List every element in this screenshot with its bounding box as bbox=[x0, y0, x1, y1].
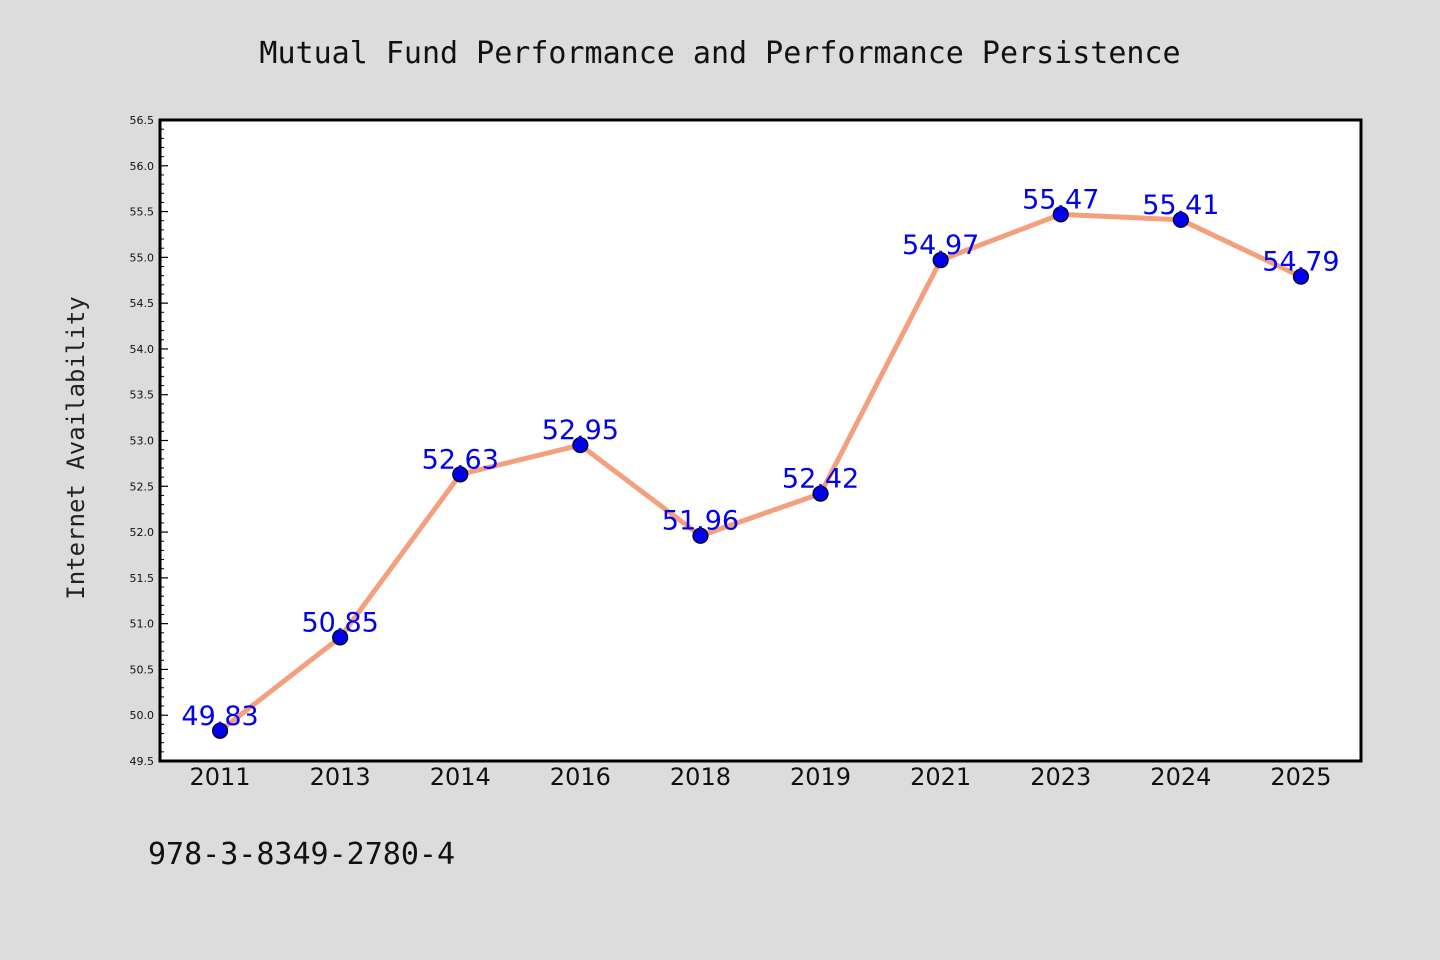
y-tick-label: 51.0 bbox=[130, 618, 155, 631]
data-label: 52.42 bbox=[782, 464, 859, 495]
x-tick-label: 2021 bbox=[910, 763, 971, 791]
data-label: 54.97 bbox=[902, 230, 979, 261]
data-point-marker bbox=[572, 436, 589, 454]
y-tick-label: 51.5 bbox=[130, 572, 155, 585]
data-label: 52.63 bbox=[422, 444, 499, 475]
x-tick-label: 2025 bbox=[1270, 763, 1331, 791]
data-label: 50.85 bbox=[302, 607, 379, 638]
x-axis-tick-labels: 2011 2013 2014 2016 2018 2019 2021 2023 2024 2025 bbox=[190, 763, 1332, 791]
data-label: 51.96 bbox=[662, 506, 739, 537]
x-tick-label: 2018 bbox=[670, 763, 731, 791]
series-line bbox=[217, 211, 1304, 734]
series-layer: 49.83 50.85 52.63 52.95 51.96 52.42 54.97 55.47… bbox=[181, 184, 1340, 739]
y-axis-ticks: 49.5 50.0 50.5 51.0 51.5 52.0 52.5 53.0 53.5 54.0… bbox=[130, 114, 168, 768]
data-label: 49.83 bbox=[181, 701, 258, 732]
x-tick-label: 2011 bbox=[190, 763, 251, 791]
y-tick-label: 53.5 bbox=[130, 389, 155, 402]
data-point-marker bbox=[211, 722, 229, 739]
y-tick-label: 56.5 bbox=[130, 114, 155, 127]
x-tick-label: 2014 bbox=[430, 763, 491, 791]
chart-title: Mutual Fund Performance and Performance … bbox=[259, 36, 1180, 71]
data-label: 55.47 bbox=[1022, 184, 1099, 215]
x-tick-label: 2019 bbox=[790, 763, 851, 791]
footer-isbn: 978-3-8349-2780-4 bbox=[148, 837, 455, 872]
y-tick-label: 54.0 bbox=[130, 343, 155, 356]
y-tick-label: 55.5 bbox=[130, 206, 155, 219]
data-label: 52.95 bbox=[542, 415, 619, 446]
plot-frame bbox=[158, 118, 1363, 763]
data-point-marker bbox=[1292, 268, 1310, 285]
data-label: 54.79 bbox=[1262, 247, 1339, 278]
data-point-marker bbox=[1052, 206, 1069, 223]
y-axis-label: Internet Availability bbox=[62, 296, 90, 599]
data-label: 55.41 bbox=[1142, 190, 1219, 221]
y-tick-label: 52.5 bbox=[130, 480, 155, 493]
x-tick-label: 2013 bbox=[310, 763, 371, 791]
data-point-marker bbox=[332, 629, 349, 646]
y-tick-label: 56.0 bbox=[130, 160, 155, 173]
data-point-marker bbox=[692, 527, 709, 544]
y-tick-label: 52.0 bbox=[130, 526, 155, 539]
x-tick-label: 2016 bbox=[550, 763, 611, 791]
plot-area bbox=[160, 120, 1361, 761]
data-point-marker bbox=[812, 485, 829, 502]
y-tick-label: 49.5 bbox=[130, 755, 155, 768]
data-point-marker bbox=[932, 252, 949, 269]
y-tick-label: 55.0 bbox=[130, 251, 155, 264]
x-tick-label: 2023 bbox=[1030, 763, 1091, 791]
x-tick-label: 2024 bbox=[1150, 763, 1211, 791]
data-point-marker bbox=[452, 466, 469, 483]
data-point-marker bbox=[1172, 211, 1189, 228]
y-tick-label: 50.5 bbox=[130, 663, 155, 676]
y-tick-label: 53.0 bbox=[130, 435, 155, 448]
y-tick-label: 50.0 bbox=[130, 709, 155, 722]
y-tick-label: 54.5 bbox=[130, 297, 155, 310]
